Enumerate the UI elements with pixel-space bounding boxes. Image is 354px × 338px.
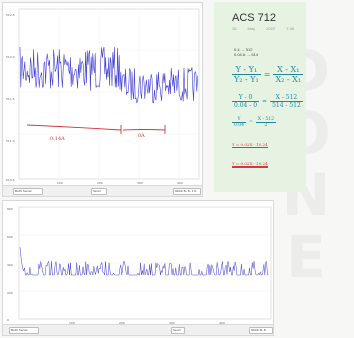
bottom-y-tick: 200 <box>7 291 13 295</box>
result-equation: Y = 0.02X - 10.24 <box>232 142 268 148</box>
bottom-y-tick: 800 <box>7 207 13 211</box>
top-x-tick: 300 <box>137 181 143 185</box>
notes-date: 26 May 2022 7:48 <box>232 26 295 31</box>
handwritten-notes: ACS 712 26 May 2022 7:48 0.4 → 512 0.04 … <box>214 2 306 192</box>
top-baud-select[interactable]: 9600 N, 8, 1 R <box>173 188 201 195</box>
top-y-tick: 512.5 <box>6 13 15 17</box>
serial-plotter-top: 512.5 512.0 511.5 511.0 510.5 100 200 30… <box>2 2 203 197</box>
bottom-x-tick: 400 <box>219 321 225 325</box>
bottom-line-ending-select[interactable]: Both Serial <box>9 327 39 334</box>
bottom-x-tick: 200 <box>119 321 125 325</box>
bottom-baud-select[interactable]: 9600 N, 8 <box>249 327 273 334</box>
top-plot-frame <box>18 8 200 180</box>
equation-line-formula: Y - Y₁ Y₂ - Y₁ = X - X₁ X₂ - X₁ <box>232 65 304 84</box>
serial-plotter-bottom: 800 600 400 200 0 100 200 300 400 Both S… <box>2 200 274 336</box>
current-annotation <box>26 124 166 134</box>
annotation-label-off: 0A <box>138 133 145 139</box>
top-send-button[interactable]: Send <box>91 188 107 195</box>
bottom-toolbar: Both Serial Send 9600 N, 8 <box>3 324 273 335</box>
bottom-send-button[interactable]: Send <box>171 327 185 334</box>
bottom-y-tick: 600 <box>7 235 13 239</box>
equation-substituted: Y - 0 0.04 - 0 = X - 512 514 - 512 <box>232 94 303 109</box>
top-x-tick: 200 <box>97 181 103 185</box>
top-plot-area: 512.5 512.0 511.5 511.0 510.5 100 200 30… <box>6 8 200 185</box>
equation-simplified: Y 0.04 = X - 512 2 <box>232 117 276 128</box>
top-y-tick: 511.0 <box>6 139 15 143</box>
bottom-x-tick: 300 <box>169 321 175 325</box>
bottom-y-tick: 0 <box>7 318 9 322</box>
top-signal-line <box>19 46 198 104</box>
notes-title: ACS 712 <box>232 12 277 24</box>
bottom-y-tick: 400 <box>7 263 13 267</box>
top-y-tick: 510.5 <box>6 178 15 182</box>
annotation-label-on: 0.14A <box>50 136 65 142</box>
watermark: DONE <box>281 40 330 291</box>
top-y-tick: 511.5 <box>6 97 15 101</box>
bottom-grid <box>19 234 271 292</box>
top-x-tick: 400 <box>177 181 183 185</box>
notes-line: 0.4 → 512 <box>234 47 253 52</box>
bottom-x-tick: 100 <box>69 321 75 325</box>
notes-line: 0.04 A → 514 <box>234 52 259 57</box>
top-toolbar: Both Serial Send 9600 N, 8, 1 R <box>3 185 202 196</box>
top-y-tick: 512.0 <box>6 55 15 59</box>
bottom-plot-area: 800 600 400 200 0 100 200 300 400 <box>7 206 272 325</box>
top-x-tick: 100 <box>57 181 63 185</box>
bottom-signal-line <box>19 247 269 276</box>
top-line-ending-select[interactable]: Both Serial <box>13 188 43 195</box>
result-equation-highlighted: Y = 0.02X - 10.24 <box>232 161 268 168</box>
